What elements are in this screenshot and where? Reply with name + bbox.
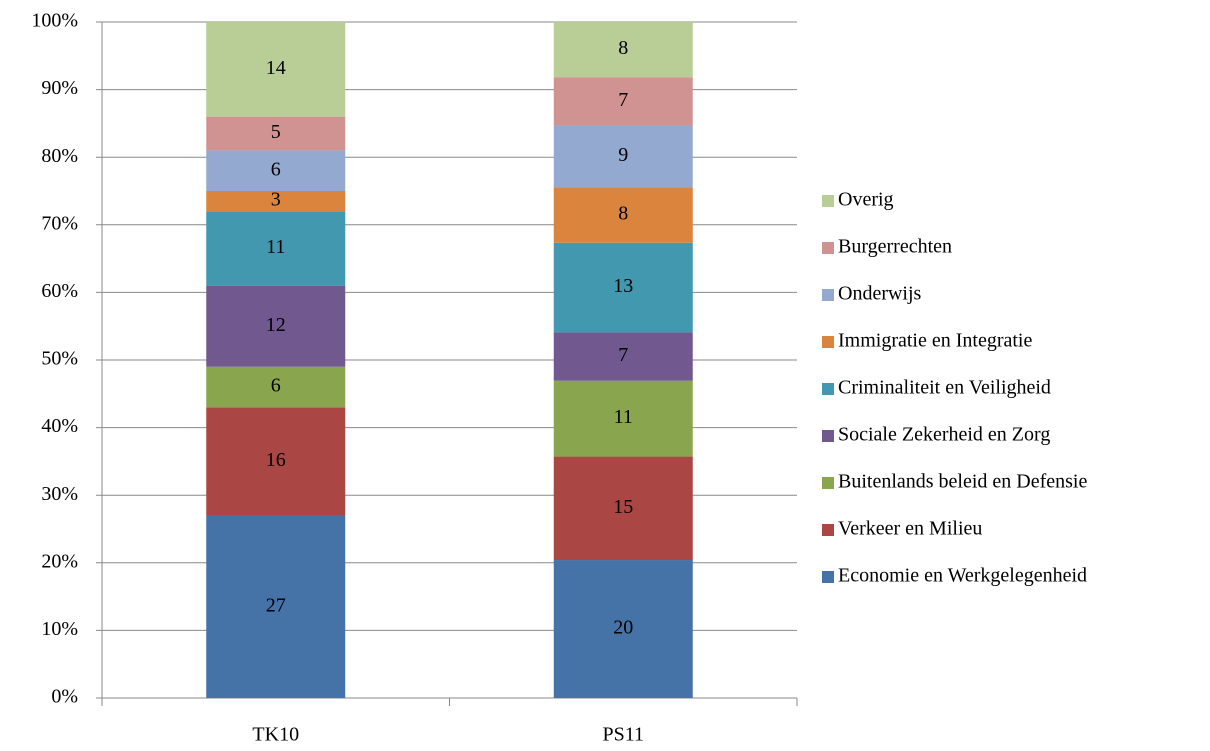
legend-label: Economie en Werkgelegenheid: [838, 565, 1087, 587]
legend-label: Immigratie en Integratie: [838, 330, 1032, 352]
data-label: 8: [618, 37, 628, 59]
legend-label: Onderwijs: [838, 283, 922, 305]
y-tick-label: 70%: [41, 212, 78, 234]
data-label: 7: [618, 89, 628, 111]
legend-swatch: [822, 383, 834, 395]
legend-label: Criminaliteit en Veiligheid: [838, 377, 1051, 399]
legend-swatch: [822, 289, 834, 301]
bar-segment: [206, 150, 346, 191]
bar-segment: [553, 187, 693, 243]
legend-label: Burgerrechten: [838, 236, 952, 258]
data-label: 13: [613, 275, 633, 297]
data-label: 3: [271, 189, 281, 211]
legend-swatch: [822, 195, 834, 207]
legend-label: Overig: [838, 189, 894, 211]
y-tick-label: 40%: [41, 415, 78, 437]
bar-segment: [206, 22, 346, 117]
bar-segment: [553, 77, 693, 126]
x-tick-label: TK10: [252, 724, 299, 746]
legend-swatch: [822, 524, 834, 536]
legend-swatch: [822, 336, 834, 348]
data-label: 20: [613, 617, 633, 639]
bar-segment: [553, 380, 693, 457]
bar-segment: [206, 116, 346, 151]
data-label: 11: [614, 406, 633, 428]
bar-segment: [553, 242, 693, 333]
bar-segment: [206, 285, 346, 367]
bar-segment: [206, 211, 346, 286]
y-tick-label: 30%: [41, 483, 78, 505]
legend-swatch: [822, 571, 834, 583]
legend-swatch: [822, 477, 834, 489]
data-label: 6: [271, 375, 281, 397]
data-label: 9: [618, 144, 628, 166]
bar-segment: [553, 332, 693, 381]
y-tick-label: 90%: [41, 77, 78, 99]
bar-segment: [553, 560, 693, 698]
bar-segment: [206, 366, 346, 408]
x-tick-label: PS11: [602, 724, 644, 746]
y-tick-label: 50%: [41, 348, 78, 370]
y-tick-label: 80%: [41, 145, 78, 167]
legend-swatch: [822, 430, 834, 442]
data-label: 8: [618, 203, 628, 225]
data-label: 15: [613, 496, 633, 518]
bar-segment: [206, 407, 346, 516]
data-label: 12: [266, 314, 286, 336]
bar-segment: [553, 456, 693, 561]
bar-segment: [206, 191, 346, 212]
y-tick-label: 20%: [41, 550, 78, 572]
data-label: 16: [266, 449, 286, 471]
data-label: 5: [271, 121, 281, 143]
legend-label: Sociale Zekerheid en Zorg: [838, 424, 1050, 446]
y-tick-label: 100%: [31, 10, 78, 32]
data-label: 14: [266, 57, 286, 79]
y-tick-label: 0%: [51, 686, 78, 708]
legend-swatch: [822, 242, 834, 254]
bar-segment: [553, 22, 693, 78]
legend-label: Verkeer en Milieu: [838, 518, 982, 540]
data-label: 11: [266, 236, 285, 258]
bar-segment: [553, 125, 693, 188]
y-tick-label: 10%: [41, 618, 78, 640]
data-label: 6: [271, 158, 281, 180]
y-tick-label: 60%: [41, 280, 78, 302]
data-label: 27: [266, 594, 286, 616]
bar-segment: [206, 515, 346, 698]
data-label: 7: [618, 344, 628, 366]
legend-label: Buitenlands beleid en Defensie: [838, 471, 1087, 493]
